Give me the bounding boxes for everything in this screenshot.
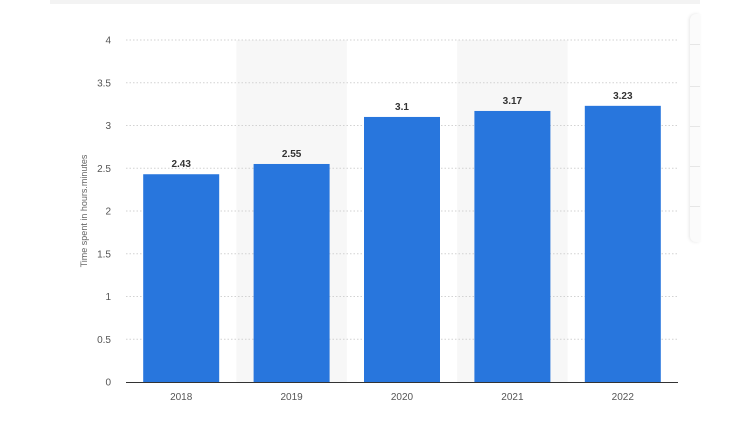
y-axis-title: Time spent in hours.minutes xyxy=(79,154,89,267)
bar-value-label: 3.1 xyxy=(395,102,409,113)
bar xyxy=(143,174,220,382)
bar-value-label: 2.55 xyxy=(282,149,302,160)
bar-value-label: 2.43 xyxy=(171,159,191,170)
toolbar-divider xyxy=(690,166,700,167)
x-tick-label: 2019 xyxy=(280,392,303,403)
bar xyxy=(584,105,661,383)
x-tick-label: 2018 xyxy=(170,392,193,403)
bar-value-label: 3.23 xyxy=(613,91,633,102)
x-tick-label: 2021 xyxy=(501,392,524,403)
bar xyxy=(364,116,440,382)
y-tick-label: 1.5 xyxy=(97,249,111,260)
bars xyxy=(143,105,661,383)
y-tick-label: 1 xyxy=(105,292,111,303)
toolbar-divider xyxy=(690,126,700,127)
bar-value-label: 3.17 xyxy=(503,96,523,107)
y-tick-label: 3 xyxy=(105,121,111,132)
x-tick-labels: 2018 2019 2020 2021 2022 xyxy=(170,392,634,403)
x-tick-label: 2020 xyxy=(391,392,414,403)
bar xyxy=(474,110,551,382)
y-tick-label: 2.5 xyxy=(97,164,111,175)
y-tick-label: 3.5 xyxy=(97,78,111,89)
chart-toolbar[interactable] xyxy=(690,14,700,242)
bar xyxy=(253,163,330,382)
value-labels: 2.43 2.55 3.1 3.17 3.23 xyxy=(171,91,633,170)
y-tick-label: 0 xyxy=(105,378,111,389)
y-tick-label: 2 xyxy=(105,207,111,218)
header-strip xyxy=(50,0,700,4)
x-tick-label: 2022 xyxy=(612,392,635,403)
y-tick-label: 4 xyxy=(105,36,111,47)
toolbar-divider xyxy=(690,206,700,207)
toolbar-divider xyxy=(690,86,700,87)
y-tick-labels: 0 0.5 1 1.5 2 2.5 3 3.5 4 xyxy=(97,36,111,389)
y-tick-label: 0.5 xyxy=(97,335,111,346)
toolbar-divider xyxy=(690,44,700,45)
